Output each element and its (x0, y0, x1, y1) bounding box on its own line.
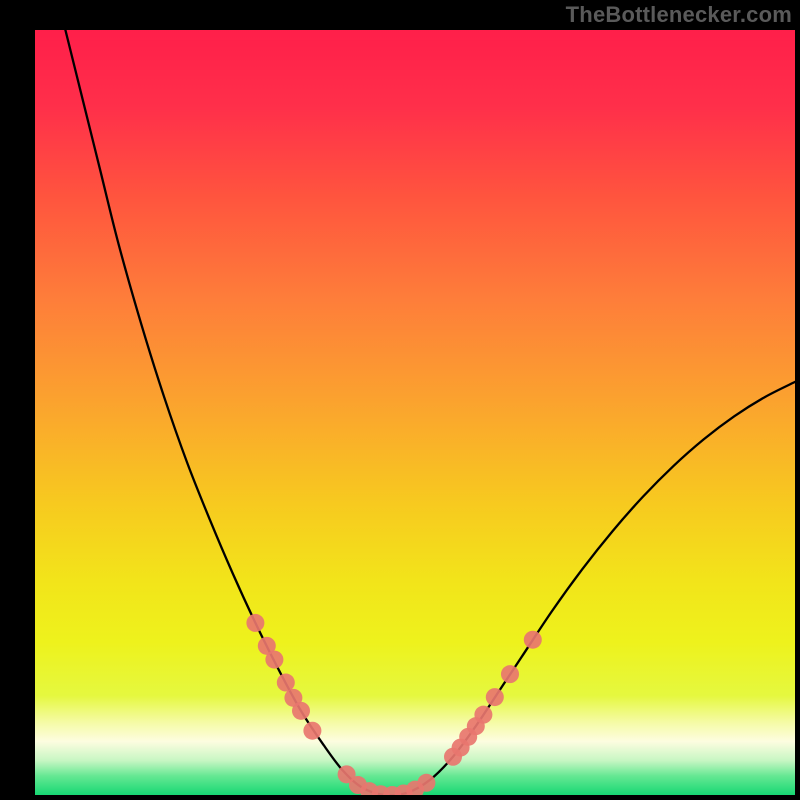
data-marker (277, 674, 295, 692)
data-marker (246, 614, 264, 632)
data-marker (303, 722, 321, 740)
plot-area (35, 30, 795, 795)
data-marker (265, 651, 283, 669)
data-marker (292, 702, 310, 720)
data-marker (501, 665, 519, 683)
data-marker (474, 706, 492, 724)
data-marker (486, 688, 504, 706)
chart-container: TheBottlenecker.com (0, 0, 800, 800)
data-marker (524, 631, 542, 649)
plot-background (35, 30, 795, 795)
data-marker (417, 774, 435, 792)
watermark-text: TheBottlenecker.com (566, 2, 792, 28)
plot-svg (35, 30, 795, 795)
